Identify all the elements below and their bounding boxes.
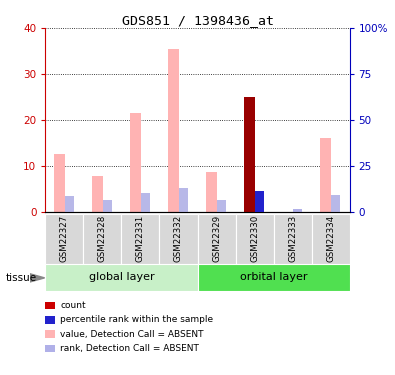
Bar [45,214,83,264]
Bar [293,209,302,212]
Bar [160,214,198,264]
Text: GSM22328: GSM22328 [98,214,107,262]
Bar [103,201,111,212]
Text: tissue: tissue [6,273,37,283]
Bar [320,138,331,212]
Text: GSM22331: GSM22331 [136,214,145,262]
Text: GSM22330: GSM22330 [250,214,259,262]
Text: global layer: global layer [88,273,154,282]
Bar [312,214,350,264]
Bar [217,200,226,212]
Bar [65,196,73,212]
Bar [45,264,198,291]
Bar [331,195,340,212]
Title: GDS851 / 1398436_at: GDS851 / 1398436_at [122,14,273,27]
Text: value, Detection Call = ABSENT: value, Detection Call = ABSENT [60,330,203,339]
Bar [130,113,141,212]
Text: GSM22329: GSM22329 [212,214,221,262]
Text: GSM22327: GSM22327 [60,214,69,262]
Bar [83,214,122,264]
Bar [54,154,65,212]
Bar [198,214,235,264]
Text: GSM22334: GSM22334 [326,214,335,262]
Bar [122,214,160,264]
Text: percentile rank within the sample: percentile rank within the sample [60,315,213,324]
Text: orbital layer: orbital layer [240,273,307,282]
Text: GSM22332: GSM22332 [174,214,183,262]
Bar [198,264,350,291]
Text: rank, Detection Call = ABSENT: rank, Detection Call = ABSENT [60,344,199,353]
Bar [141,193,150,212]
Bar [168,49,179,212]
Bar [179,188,188,212]
Bar [206,172,217,212]
Bar [235,214,274,264]
Text: GSM22333: GSM22333 [288,214,297,262]
Bar [273,214,312,264]
Bar [92,176,103,212]
Bar [255,191,263,212]
Bar [244,97,255,212]
Text: count: count [60,301,86,310]
Polygon shape [30,274,45,282]
